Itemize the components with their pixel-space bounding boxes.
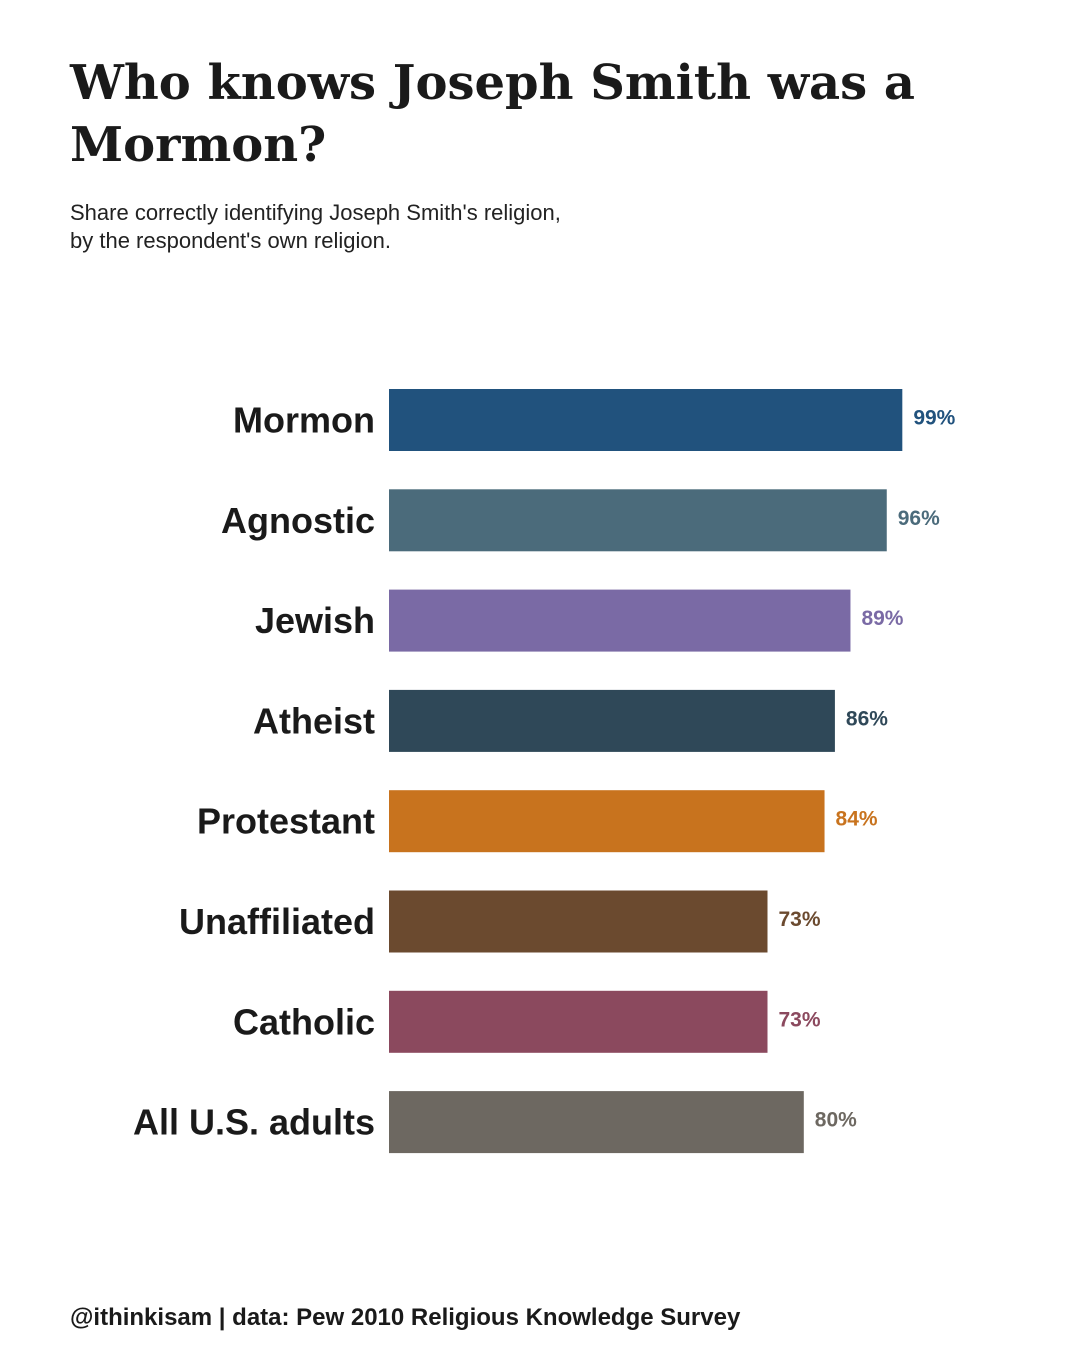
category-label: Atheist <box>253 700 375 741</box>
bar-mormon <box>389 389 903 451</box>
category-label: Unaffiliated <box>179 901 375 942</box>
source-credit: @ithinkisam | data: Pew 2010 Religious K… <box>70 1304 741 1331</box>
bar-agnostic <box>389 489 887 552</box>
category-label: Catholic <box>233 1001 375 1042</box>
value-label: 84% <box>836 808 878 831</box>
bar-jewish <box>389 589 851 652</box>
category-label: Protestant <box>197 801 375 842</box>
bar-catholic <box>389 990 768 1053</box>
value-label: 86% <box>846 707 888 730</box>
bar-all-u-s-adults <box>389 1091 804 1154</box>
value-label: 99% <box>913 407 955 430</box>
subtitle-line-2: by the respondent's own religion. <box>70 228 391 253</box>
bar-unaffiliated <box>389 890 768 953</box>
chart-title: Who knows Joseph Smith was a Mormon? <box>70 55 915 173</box>
category-label: Mormon <box>233 400 375 441</box>
subtitle-line-1: Share correctly identifying Joseph Smith… <box>70 200 561 225</box>
bar-atheist <box>389 689 835 752</box>
bar-chart: Mormon 99% Agnostic 96% Jewish 89% Atheist 86% P… <box>133 389 956 1154</box>
bar-protestant <box>389 790 825 853</box>
chart-subtitle: Share correctly identifying Joseph Smith… <box>70 199 630 255</box>
value-label: 73% <box>779 908 821 931</box>
value-label: 89% <box>861 607 903 630</box>
category-label: All U.S. adults <box>133 1102 375 1143</box>
value-label: 73% <box>779 1008 821 1031</box>
category-label: Agnostic <box>221 500 375 541</box>
value-label: 96% <box>898 507 940 530</box>
category-label: Jewish <box>255 600 375 641</box>
value-label: 80% <box>815 1109 857 1132</box>
